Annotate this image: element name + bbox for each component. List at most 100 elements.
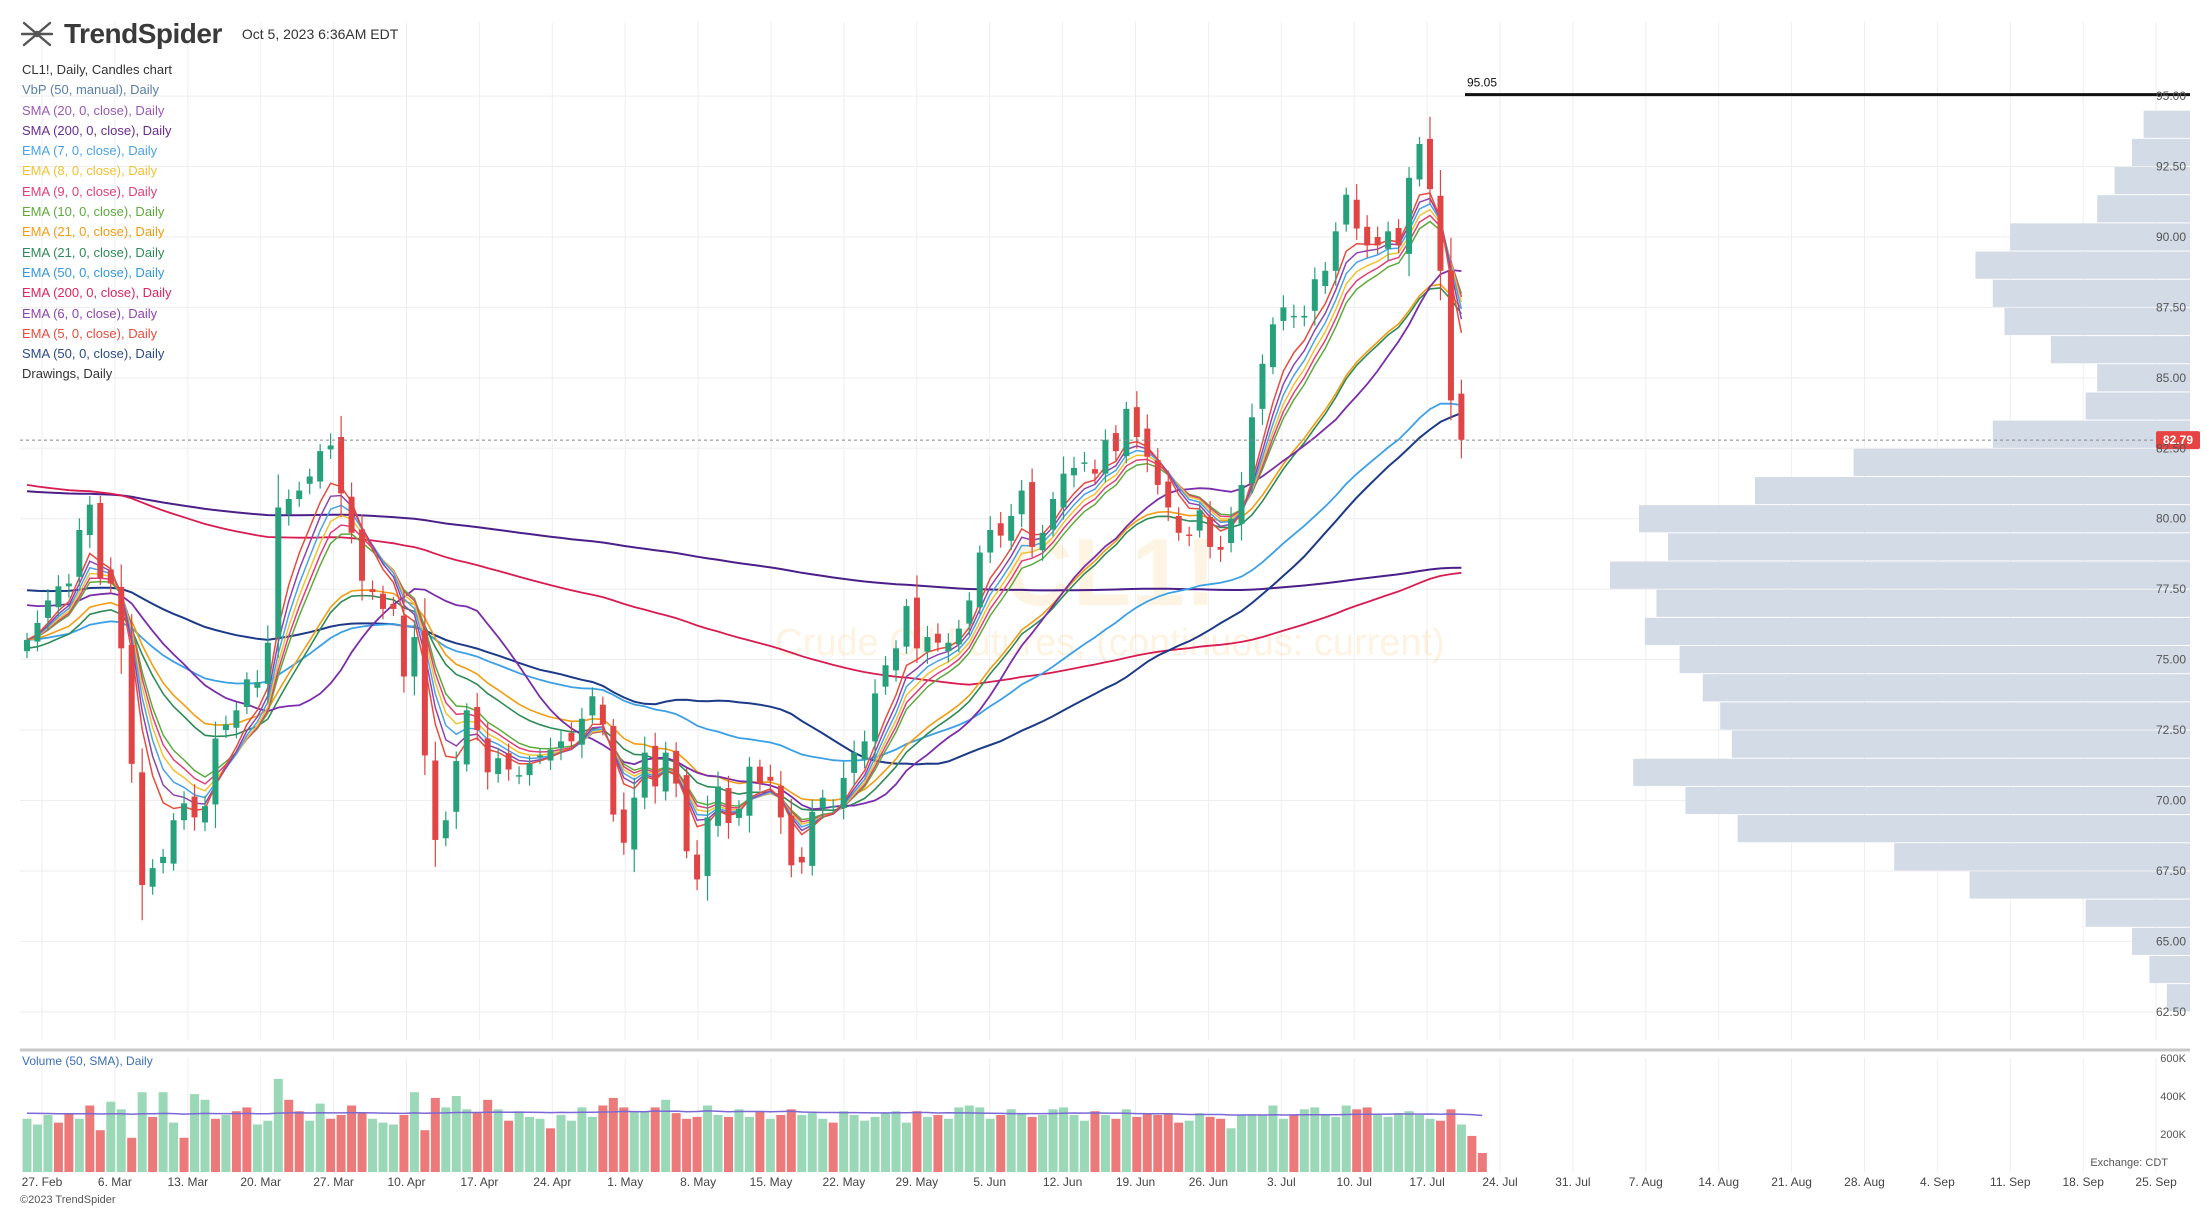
candle-body[interactable] bbox=[662, 752, 669, 792]
candle-body[interactable] bbox=[1029, 482, 1036, 547]
candle-body[interactable] bbox=[495, 758, 502, 775]
candle-body[interactable] bbox=[107, 569, 114, 584]
candle-body[interactable] bbox=[735, 808, 742, 818]
candle-body[interactable] bbox=[861, 741, 868, 760]
legend-item[interactable]: EMA (7, 0, close), Daily bbox=[22, 143, 158, 159]
candle-body[interactable] bbox=[1406, 177, 1413, 254]
candle-body[interactable] bbox=[694, 854, 701, 880]
candle-body[interactable] bbox=[411, 637, 418, 677]
candle-body[interactable] bbox=[1364, 226, 1371, 246]
candle-body[interactable] bbox=[86, 504, 93, 536]
candle-body[interactable] bbox=[1322, 270, 1329, 286]
candle-body[interactable] bbox=[1395, 227, 1402, 246]
candle-body[interactable] bbox=[746, 766, 753, 816]
candle-body[interactable] bbox=[788, 815, 795, 866]
candle-body[interactable] bbox=[589, 696, 596, 716]
candle-body[interactable] bbox=[390, 603, 397, 609]
candle-body[interactable] bbox=[170, 820, 177, 864]
candle-body[interactable] bbox=[474, 706, 481, 731]
candle-body[interactable] bbox=[652, 745, 659, 787]
candle-body[interactable] bbox=[641, 752, 648, 798]
candle-body[interactable] bbox=[1311, 279, 1318, 311]
candle-body[interactable] bbox=[1437, 195, 1444, 271]
legend-item[interactable]: EMA (8, 0, close), Daily bbox=[22, 163, 158, 179]
legend-item[interactable]: EMA (10, 0, close), Daily bbox=[22, 204, 165, 220]
candle-body[interactable] bbox=[1144, 428, 1151, 457]
candle-body[interactable] bbox=[1238, 484, 1245, 524]
candle-body[interactable] bbox=[1050, 499, 1057, 530]
candle-body[interactable] bbox=[453, 761, 460, 812]
candle-body[interactable] bbox=[1301, 315, 1308, 318]
candle-body[interactable] bbox=[484, 738, 491, 773]
candle-body[interactable] bbox=[1102, 439, 1109, 474]
candle-body[interactable] bbox=[725, 788, 732, 824]
candle-body[interactable] bbox=[306, 476, 313, 484]
candle-body[interactable] bbox=[1112, 433, 1119, 452]
candle-body[interactable] bbox=[118, 586, 125, 649]
candle-body[interactable] bbox=[1133, 407, 1140, 438]
candle-body[interactable] bbox=[317, 451, 324, 482]
candle-body[interactable] bbox=[903, 606, 910, 647]
candle-body[interactable] bbox=[1343, 194, 1350, 225]
candle-body[interactable] bbox=[819, 797, 826, 809]
candle-body[interactable] bbox=[1385, 231, 1392, 249]
candle-body[interactable] bbox=[526, 763, 533, 776]
candle-body[interactable] bbox=[327, 445, 334, 450]
legend-item[interactable]: EMA (6, 0, close), Daily bbox=[22, 305, 158, 321]
candle-body[interactable] bbox=[1091, 469, 1098, 474]
legend-item[interactable]: EMA (21, 0, close), Daily bbox=[22, 244, 165, 260]
candle-body[interactable] bbox=[1217, 546, 1224, 550]
candle-body[interactable] bbox=[65, 583, 72, 587]
candle-body[interactable] bbox=[798, 856, 805, 863]
candle-body[interactable] bbox=[1039, 532, 1046, 551]
candle-body[interactable] bbox=[34, 622, 41, 642]
candle-body[interactable] bbox=[893, 648, 900, 671]
candle-body[interactable] bbox=[537, 755, 544, 758]
candle-body[interactable] bbox=[1165, 481, 1172, 508]
candle-body[interactable] bbox=[809, 811, 816, 866]
candle-body[interactable] bbox=[1018, 490, 1025, 515]
candle-body[interactable] bbox=[1269, 324, 1276, 368]
candle-body[interactable] bbox=[285, 499, 292, 515]
candle-body[interactable] bbox=[1259, 363, 1266, 409]
candle-body[interactable] bbox=[1426, 138, 1433, 190]
candle-body[interactable] bbox=[1175, 515, 1182, 533]
candle-body[interactable] bbox=[987, 530, 994, 553]
candle-body[interactable] bbox=[181, 803, 188, 821]
candle-body[interactable] bbox=[547, 749, 554, 761]
candle-body[interactable] bbox=[1332, 231, 1339, 271]
candle-body[interactable] bbox=[254, 682, 261, 688]
candle-body[interactable] bbox=[1123, 408, 1130, 457]
candle-body[interactable] bbox=[840, 777, 847, 808]
candle-body[interactable] bbox=[1154, 460, 1161, 485]
candle-body[interactable] bbox=[516, 775, 523, 777]
candle-body[interactable] bbox=[212, 738, 219, 805]
candle-body[interactable] bbox=[568, 732, 575, 742]
legend-item[interactable]: EMA (50, 0, close), Daily bbox=[22, 264, 165, 280]
legend-item[interactable]: VbP (50, manual), Daily bbox=[22, 82, 160, 98]
candle-body[interactable] bbox=[913, 597, 920, 649]
candle-body[interactable] bbox=[400, 615, 407, 677]
candle-body[interactable] bbox=[631, 797, 638, 850]
candle-body[interactable] bbox=[924, 637, 931, 652]
legend-item[interactable]: SMA (200, 0, close), Daily bbox=[22, 122, 172, 138]
candle-body[interactable] bbox=[379, 593, 386, 609]
candle-body[interactable] bbox=[715, 786, 722, 826]
candle-body[interactable] bbox=[1416, 143, 1423, 180]
candle-body[interactable] bbox=[1071, 468, 1077, 476]
candle-body[interactable] bbox=[421, 630, 428, 756]
candle-body[interactable] bbox=[233, 710, 240, 728]
candle-body[interactable] bbox=[1248, 417, 1255, 484]
candle-body[interactable] bbox=[55, 586, 62, 608]
candle-body[interactable] bbox=[620, 809, 627, 843]
candle-body[interactable] bbox=[851, 752, 858, 773]
candle-body[interactable] bbox=[777, 785, 784, 818]
candle-body[interactable] bbox=[557, 741, 564, 749]
legend-item[interactable]: EMA (9, 0, close), Daily bbox=[22, 183, 158, 199]
candle-body[interactable] bbox=[976, 552, 983, 608]
candle-body[interactable] bbox=[359, 529, 366, 581]
candle-body[interactable] bbox=[1008, 515, 1015, 541]
candle-body[interactable] bbox=[442, 820, 449, 839]
candle-body[interactable] bbox=[1196, 510, 1203, 531]
